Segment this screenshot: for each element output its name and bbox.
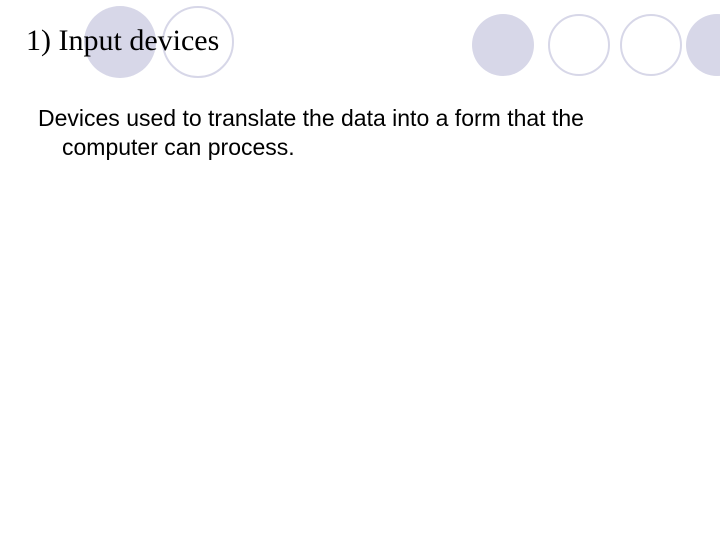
slide-body-text: Devices used to translate the data into … — [38, 104, 678, 162]
decorative-circle — [548, 14, 610, 76]
slide-title: 1) Input devices — [26, 24, 219, 58]
decorative-circle — [620, 14, 682, 76]
decorative-circle — [472, 14, 534, 76]
decorative-circle — [686, 14, 720, 76]
